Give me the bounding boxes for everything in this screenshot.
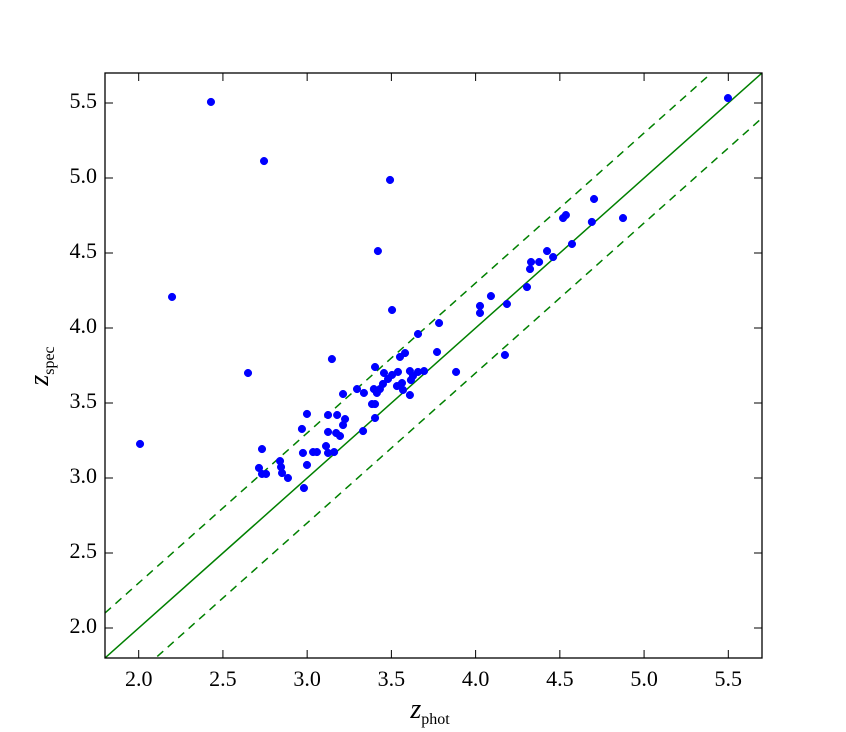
y-tick-label: 5.5 — [70, 88, 98, 113]
point — [525, 265, 535, 274]
point — [330, 448, 339, 457]
point — [278, 469, 287, 478]
x-tick-label: 2.5 — [209, 666, 237, 691]
reference-line — [105, 73, 762, 658]
point — [432, 347, 442, 357]
point — [323, 410, 333, 420]
reference-line — [154, 117, 762, 658]
x-label-main: z — [409, 694, 421, 725]
point — [367, 400, 377, 409]
point — [526, 257, 536, 267]
point — [379, 368, 389, 378]
x-tick-label: 3.5 — [378, 666, 406, 691]
y-tick-label: 4.0 — [70, 313, 98, 338]
y-axis-label: zspec — [24, 346, 57, 386]
point — [405, 391, 414, 400]
point — [452, 367, 461, 377]
x-tick-label: 2.0 — [125, 666, 153, 691]
point — [352, 385, 362, 394]
point — [257, 445, 267, 454]
point — [359, 427, 368, 436]
reference-line — [105, 73, 713, 614]
y-tick-label: 3.5 — [70, 388, 98, 413]
x-label-sub: phot — [421, 711, 450, 728]
point — [335, 431, 345, 441]
point — [373, 247, 382, 256]
point — [388, 305, 397, 315]
point — [500, 350, 509, 360]
point — [535, 257, 544, 267]
point — [370, 413, 380, 423]
point — [486, 292, 495, 301]
x-tick-label: 5.0 — [630, 666, 658, 691]
point — [302, 460, 312, 470]
point — [309, 448, 318, 457]
point — [475, 308, 485, 318]
point — [567, 239, 577, 249]
x-tick-label: 3.0 — [293, 666, 321, 691]
point — [323, 427, 333, 437]
point — [259, 157, 269, 166]
point — [327, 355, 336, 364]
point — [297, 424, 306, 434]
y-tick-label: 2.0 — [70, 613, 98, 638]
point — [261, 469, 271, 479]
point — [338, 389, 348, 399]
point — [413, 329, 423, 339]
y-tick-label: 5.0 — [70, 163, 98, 188]
point — [435, 319, 444, 328]
point — [558, 214, 568, 223]
y-tick-label: 4.5 — [70, 238, 98, 263]
point — [398, 385, 408, 395]
y-tick-label: 2.5 — [70, 538, 98, 563]
y-label-main: z — [24, 375, 55, 387]
point — [502, 299, 511, 309]
point — [385, 175, 395, 184]
x-tick-label: 4.0 — [462, 666, 490, 691]
point — [338, 421, 348, 430]
point — [243, 368, 253, 378]
point — [359, 388, 368, 398]
point — [283, 473, 292, 483]
point — [618, 214, 628, 223]
point — [383, 374, 393, 384]
point — [542, 247, 552, 256]
x-axis-label: zphot — [409, 694, 450, 727]
point — [333, 410, 342, 420]
point — [589, 194, 599, 204]
point — [587, 217, 596, 226]
reference-lines — [105, 73, 762, 658]
point — [522, 283, 532, 292]
point — [135, 439, 145, 449]
point — [321, 442, 331, 451]
point — [369, 385, 378, 394]
y-label-sub: spec — [41, 346, 58, 374]
point — [298, 448, 307, 458]
point — [392, 382, 401, 391]
x-tick-label: 4.5 — [546, 666, 574, 691]
point — [299, 484, 309, 493]
plot-frame — [104, 72, 763, 659]
point — [395, 352, 405, 362]
y-tick-label: 3.0 — [70, 463, 98, 488]
point — [206, 97, 216, 106]
point — [475, 301, 485, 311]
point — [370, 362, 380, 372]
points — [135, 94, 733, 493]
point — [549, 252, 558, 262]
point — [167, 292, 177, 302]
point — [406, 376, 415, 385]
point — [723, 94, 733, 103]
point — [302, 409, 312, 419]
x-tick-label: 5.5 — [715, 666, 743, 691]
